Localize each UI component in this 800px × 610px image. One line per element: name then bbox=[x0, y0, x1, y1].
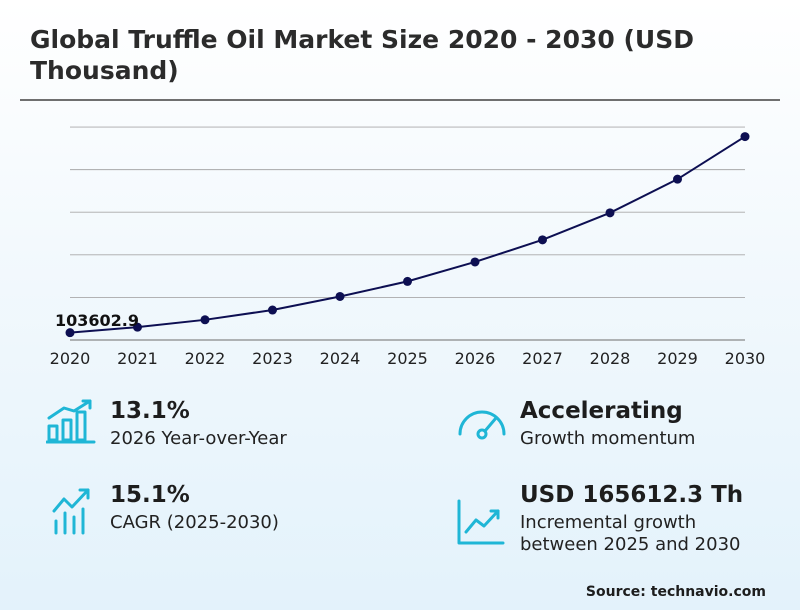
incremental-value: USD 165612.3 Th bbox=[520, 482, 744, 508]
data-point bbox=[538, 235, 547, 245]
data-point bbox=[470, 257, 480, 267]
x-tick-label: 2021 bbox=[117, 349, 158, 368]
x-tick-label: 2024 bbox=[320, 349, 361, 368]
chart-title: Global Truffle Oil Market Size 2020 - 20… bbox=[30, 25, 694, 85]
bar-growth-icon bbox=[46, 399, 96, 444]
momentum-value: Accelerating bbox=[520, 398, 683, 424]
data-point bbox=[403, 276, 412, 286]
cagr-label: CAGR (2025-2030) bbox=[110, 512, 279, 533]
chart-gridlines bbox=[70, 126, 745, 341]
x-tick-label: 2029 bbox=[657, 349, 698, 368]
x-tick-label: 2026 bbox=[455, 349, 496, 368]
x-tick-label: 2027 bbox=[522, 349, 563, 368]
yoy-label: 2026 Year-over-Year bbox=[110, 428, 287, 449]
data-point bbox=[200, 315, 210, 325]
trend-bars-icon bbox=[52, 488, 90, 535]
source-credit: Source: technavio.com bbox=[585, 584, 766, 600]
data-point bbox=[740, 132, 750, 142]
x-tick-label: 2023 bbox=[252, 349, 293, 368]
x-tick-label: 2028 bbox=[590, 349, 631, 368]
data-label-2020: 103602.9 bbox=[55, 311, 139, 330]
data-point bbox=[673, 174, 682, 184]
data-point bbox=[605, 208, 615, 218]
x-axis-tick-labels: 2020 2021 2022 2023 2024 2025 2026 2027 2028 2029… bbox=[50, 349, 766, 368]
cagr-value: 15.1% bbox=[110, 482, 190, 508]
data-point bbox=[65, 328, 75, 338]
momentum-label: Growth momentum bbox=[520, 428, 696, 449]
x-tick-label: 2022 bbox=[185, 349, 226, 368]
line-chart: 2020 2021 2022 2023 2024 2025 2026 2027 2028 2029… bbox=[50, 126, 766, 368]
incremental-label: Incremental growth between 2025 and 2030 bbox=[520, 512, 741, 555]
title-divider bbox=[20, 99, 780, 101]
x-tick-label: 2025 bbox=[387, 349, 428, 368]
x-tick-label: 2030 bbox=[725, 349, 766, 368]
series-line bbox=[69, 135, 746, 334]
line-chart-icon bbox=[457, 499, 505, 545]
gauge-icon bbox=[458, 410, 506, 440]
data-point bbox=[133, 322, 142, 332]
data-point bbox=[268, 305, 277, 315]
data-point bbox=[335, 291, 345, 301]
x-tick-label: 2020 bbox=[50, 349, 91, 368]
series-points bbox=[65, 132, 750, 338]
yoy-value: 13.1% bbox=[110, 398, 190, 424]
